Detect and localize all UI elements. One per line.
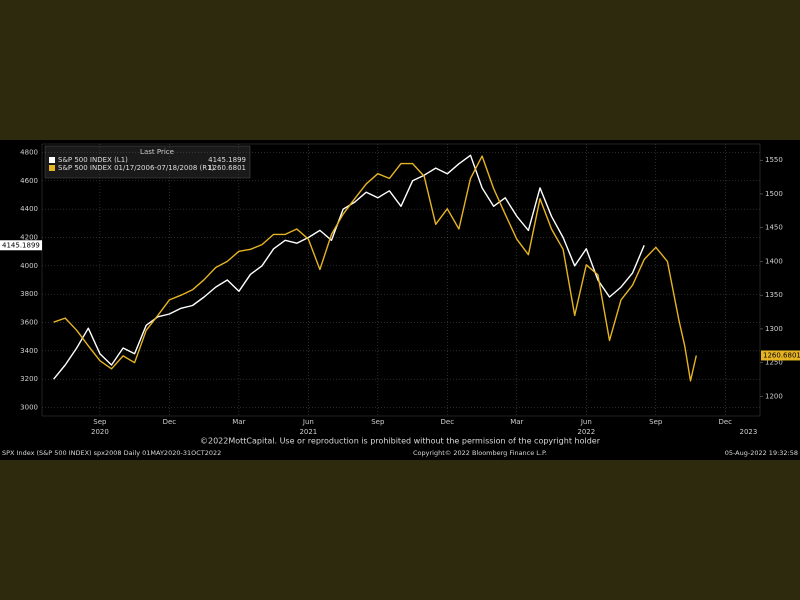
x-tick-label: Mar (510, 418, 523, 426)
y-tick-label: 3600 (20, 319, 38, 327)
x-tick-label: Dec (163, 418, 177, 426)
legend-swatch (49, 157, 55, 163)
x-tick-label: Dec (441, 418, 455, 426)
y2-tick-label: 1350 (765, 291, 783, 299)
last-price-tag (761, 350, 800, 361)
footer-center: Copyright© 2022 Bloomberg Finance L.P. (413, 449, 547, 457)
y-tick-label: 3800 (20, 290, 38, 298)
x-tick-label: Sep (649, 418, 663, 426)
x-year-label: 2021 (299, 428, 317, 436)
y2-tick-label: 1200 (765, 392, 783, 400)
series-line (53, 155, 697, 382)
y-tick-label: 3000 (20, 404, 38, 412)
x-year-label: 2020 (91, 428, 109, 436)
last-price-tag-label: 4145.1899 (2, 241, 40, 249)
legend-title: Last Price (140, 148, 174, 156)
y2-tick-label: 1450 (765, 224, 783, 232)
legend-last-value: 1260.6801 (208, 164, 246, 172)
y-tick-label: 4000 (20, 262, 38, 270)
x-tick-label: Jun (302, 418, 314, 426)
x-tick-label: Sep (371, 418, 385, 426)
footer-left: SPX Index (S&P 500 INDEX) spx2008 Daily … (2, 449, 221, 457)
y-tick-label: 3200 (20, 375, 38, 383)
footer-right: 05-Aug-2022 19:32:58 (725, 449, 798, 457)
x-tick-label: Sep (93, 418, 107, 426)
legend-label: S&P 500 INDEX (L1) (58, 156, 128, 164)
copyright-notice: ©2022MottCapital. Use or reproduction is… (200, 437, 601, 446)
y-tick-label: 4200 (20, 234, 38, 242)
y-tick-label: 3400 (20, 347, 38, 355)
x-year-label: 2022 (577, 428, 595, 436)
y2-tick-label: 1550 (765, 156, 783, 164)
y2-tick-label: 1300 (765, 325, 783, 333)
x-tick-label: Jun (580, 418, 592, 426)
plot-area (41, 143, 761, 417)
legend-swatch (49, 165, 55, 171)
y-tick-label: 4800 (20, 149, 38, 157)
last-price-tag-label: 1260.6801 (763, 351, 800, 359)
legend-label: S&P 500 INDEX 01/17/2006-07/18/2008 (R1) (58, 164, 215, 172)
footer-bar (0, 447, 800, 460)
x-year-label: 2023 (740, 428, 758, 436)
y2-tick-label: 1400 (765, 257, 783, 265)
x-tick-label: Mar (232, 418, 245, 426)
y2-tick-label: 1250 (765, 359, 783, 367)
last-price-tag (0, 240, 42, 251)
y2-tick-label: 1500 (765, 190, 783, 198)
y-tick-label: 4600 (20, 177, 38, 185)
y-tick-label: 4400 (20, 205, 38, 213)
x-tick-label: Dec (718, 418, 732, 426)
legend-box (44, 145, 251, 179)
legend-last-value: 4145.1899 (208, 156, 246, 164)
